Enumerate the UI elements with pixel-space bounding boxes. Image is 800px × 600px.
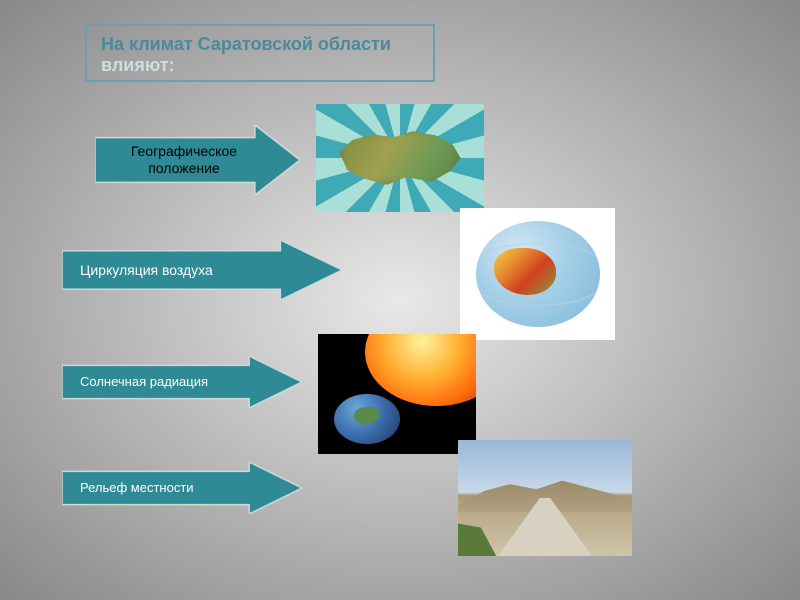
arrow-0: Географическое положение	[95, 125, 300, 195]
title-box: На климат Саратовской области влияют:	[85, 24, 435, 82]
arrow-label-2: Солнечная радиация	[62, 356, 249, 408]
illustration-map_rays	[316, 104, 484, 212]
arrow-label-3: Рельеф местности	[62, 462, 249, 514]
arrow-label-0: Географическое положение	[95, 125, 255, 195]
title-line2: влияют:	[101, 55, 419, 76]
arrow-3: Рельеф местности	[62, 462, 302, 514]
arrow-label-1: Циркуляция воздуха	[62, 240, 280, 300]
arrow-1: Циркуляция воздуха	[62, 240, 342, 300]
illustration-sun_earth	[318, 334, 476, 454]
arrow-2: Солнечная радиация	[62, 356, 302, 408]
title-line1: На климат Саратовской области	[101, 34, 419, 55]
illustration-landscape	[458, 440, 632, 556]
illustration-globe_circulation	[460, 208, 615, 340]
